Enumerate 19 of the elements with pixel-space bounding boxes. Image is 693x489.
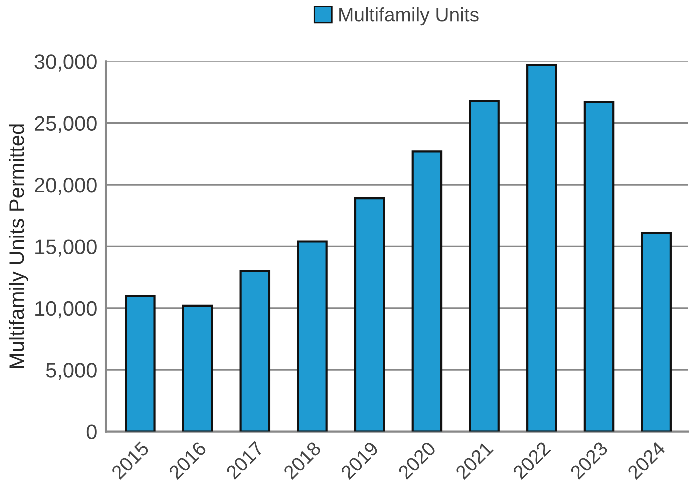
- legend-label: Multifamily Units: [340, 7, 479, 26]
- y-axis-title: Multifamily Units Permitted: [9, 124, 28, 368]
- bar: [584, 101, 615, 432]
- bar: [412, 150, 443, 432]
- y-tick-label: 10,000: [36, 301, 97, 319]
- y-tick-label: 5,000: [46, 363, 97, 380]
- bar: [354, 198, 386, 432]
- y-tick-label: 30,000: [34, 54, 97, 72]
- bar: [526, 64, 558, 432]
- bar: [240, 270, 271, 432]
- bar: [469, 100, 500, 432]
- bar: [125, 295, 156, 432]
- bar: [182, 304, 214, 432]
- bar: [297, 240, 328, 432]
- y-tick-label: 25,000: [35, 116, 97, 134]
- y-tick-label: 15,000: [36, 240, 97, 257]
- y-tick-label: 0: [86, 424, 97, 440]
- bar: [641, 232, 672, 432]
- y-tick-label: 20,000: [35, 178, 97, 196]
